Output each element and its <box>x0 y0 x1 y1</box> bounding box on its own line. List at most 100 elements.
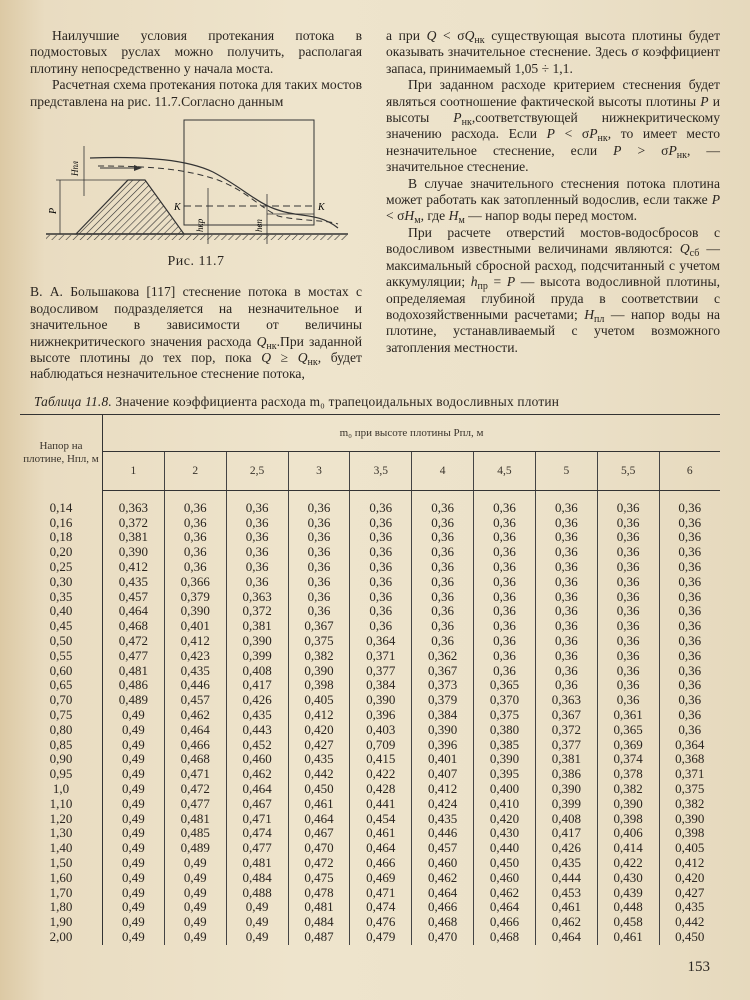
coefficient-cell: 0,36 <box>678 618 702 634</box>
coefficient-cell: 0,36 <box>164 515 227 531</box>
coefficient-cell: 0,379 <box>411 692 475 709</box>
coefficient-cell: 0,407 <box>411 766 475 783</box>
coefficient-cell: 0,435 <box>226 707 289 723</box>
coefficient-cell: 0,384 <box>411 707 475 723</box>
coefficient-cell: 0,390 <box>102 544 165 561</box>
coefficient-cell: 0,408 <box>226 663 289 679</box>
head-value-cell: 0,50 <box>20 633 103 649</box>
coefficient-cell: 0,371 <box>675 766 705 782</box>
coefficient-cell: 0,470 <box>411 929 475 945</box>
coefficient-cell: 0,36 <box>678 544 702 560</box>
coefficient-cell: 0,36 <box>411 490 475 516</box>
coefficient-cell: 0,36 <box>535 618 598 635</box>
head-value-cell: 1,60 <box>20 870 103 886</box>
head-value-cell: 0,35 <box>20 589 103 605</box>
coefficient-cell: 0,406 <box>597 826 660 842</box>
left-column: Наилучшие условия протекания потока в по… <box>30 28 362 383</box>
coefficient-cell: 0,36 <box>226 490 289 516</box>
coefficient-cell: 0,365 <box>597 722 660 738</box>
coefficient-cell: 0,36 <box>411 559 475 575</box>
coefficient-cell: 0,461 <box>597 929 660 945</box>
coefficient-cell: 0,36 <box>597 589 660 605</box>
left-column-continuation: В. А. Большакова [117] стеснение потока … <box>30 284 362 382</box>
coefficient-cell: 0,464 <box>535 929 598 945</box>
coefficient-cell: 0,457 <box>102 589 165 605</box>
head-value-cell: 0,45 <box>20 618 103 635</box>
coefficient-cell: 0,396 <box>411 737 475 753</box>
coefficient-cell: 0,49 <box>102 840 165 856</box>
coefficient-cell: 0,36 <box>597 678 660 694</box>
table-row: 0,55 0,477 0,423 0,399 0,382 0,371 0,362 0,36 0,… <box>20 648 720 664</box>
coefficient-cell: 0,470 <box>288 840 351 856</box>
coefficient-cell: 0,412 <box>164 633 227 649</box>
coefficient-cell: 0,36 <box>349 618 413 635</box>
coefficient-cell: 0,36 <box>349 515 413 531</box>
head-value-cell: 1,40 <box>20 840 103 856</box>
math-variable: Pнк <box>589 126 608 145</box>
table-row: 0,40 0,464 0,390 0,372 0,36 0,36 0,36 0,36 0,36 0… <box>20 604 720 620</box>
coefficient-cell: 0,464 <box>226 781 289 797</box>
coefficient-cell: 0,477 <box>102 648 165 664</box>
table-row: 0,45 0,468 0,401 0,381 0,367 0,36 0,36 0,36 0,36… <box>20 618 720 635</box>
coefficient-cell: 0,375 <box>473 707 536 723</box>
coefficient-cell: 0,49 <box>164 914 227 930</box>
coefficient-cell: 0,49 <box>102 766 165 783</box>
math-variable: P <box>506 274 516 290</box>
head-value-cell: 0,75 <box>20 707 103 723</box>
table-row: 0,35 0,457 0,379 0,363 0,36 0,36 0,36 0,36 0,36 0… <box>20 589 720 605</box>
head-value-cell: 0,80 <box>20 722 103 738</box>
coefficient-cell: 0,36 <box>597 490 660 516</box>
coefficient-cell: 0,400 <box>473 781 536 797</box>
coefficient-cell: 0,452 <box>226 737 289 753</box>
table-body: 0,14 0,363 0,36 0,36 0,36 0,36 0,36 0,36 0,36 0,3… <box>20 490 720 945</box>
table-row: 0,70 0,489 0,457 0,426 0,405 0,390 0,379 0,370 0… <box>20 692 720 709</box>
table-row: 1,80 0,49 0,49 0,49 0,481 0,474 0,466 0,464 0,46… <box>20 900 720 916</box>
coefficient-cell: 0,475 <box>288 870 351 886</box>
coefficient-cell: 0,462 <box>473 885 536 901</box>
coefficient-cell: 0,486 <box>102 678 165 694</box>
coefficient-cell: 0,410 <box>473 796 536 812</box>
page: Наилучшие условия протекания потока в по… <box>20 28 730 976</box>
coefficient-cell: 0,412 <box>675 855 705 870</box>
coefficient-cell: 0,474 <box>226 826 289 842</box>
coefficient-cell: 0,366 <box>164 574 227 590</box>
coefficient-cell: 0,49 <box>164 929 227 945</box>
coefficient-cell: 0,36 <box>164 530 227 546</box>
coefficient-cell: 0,375 <box>288 633 351 649</box>
column-header: 6 <box>659 451 720 491</box>
coefficient-cell: 0,408 <box>535 811 598 827</box>
coefficient-cell: 0,49 <box>164 870 227 886</box>
coefficient-cell: 0,466 <box>349 855 413 871</box>
head-value-cell: 0,65 <box>20 678 103 694</box>
math-variable: Pнк <box>668 142 687 161</box>
coefficient-cell: 0,442 <box>675 914 705 930</box>
coefficient-cell: 0,471 <box>226 811 289 827</box>
coefficient-cell: 0,381 <box>535 752 598 768</box>
coefficient-cell: 0,489 <box>102 692 165 709</box>
coefficient-cell: 0,372 <box>535 722 598 738</box>
paragraph: Наилучшие условия протекания потока в по… <box>30 28 362 76</box>
discharge-coefficient-table: Напор на плотине, Hпл, м m₀ при высоте п… <box>20 414 720 945</box>
table-row: 0,18 0,381 0,36 0,36 0,36 0,36 0,36 0,36 0,36 0,3… <box>20 530 720 546</box>
coefficient-cell: 0,49 <box>102 707 165 723</box>
coefficient-cell: 0,476 <box>349 914 413 930</box>
coefficient-cell: 0,398 <box>597 811 660 827</box>
coefficient-cell: 0,372 <box>226 604 289 620</box>
coefficient-cell: 0,49 <box>102 826 165 842</box>
coefficient-cell: 0,36 <box>597 530 660 546</box>
coefficient-cell: 0,466 <box>473 914 536 930</box>
coefficient-cell: 0,468 <box>411 914 475 930</box>
coefficient-cell: 0,435 <box>535 855 598 871</box>
head-value-cell: 1,90 <box>20 914 103 930</box>
coefficient-cell: 0,36 <box>288 530 351 546</box>
head-value-cell: 1,70 <box>20 885 103 901</box>
coefficient-cell: 0,471 <box>164 766 227 783</box>
coefficient-cell: 0,430 <box>473 826 536 842</box>
coefficient-cell: 0,36 <box>226 559 289 575</box>
coefficient-cell: 0,405 <box>288 692 351 709</box>
coefficient-cell: 0,464 <box>349 840 413 856</box>
head-value-cell: 0,16 <box>20 515 103 531</box>
coefficient-cell: 0,49 <box>102 900 165 916</box>
coefficient-cell: 0,386 <box>535 766 598 783</box>
coefficient-cell: 0,390 <box>164 604 227 620</box>
